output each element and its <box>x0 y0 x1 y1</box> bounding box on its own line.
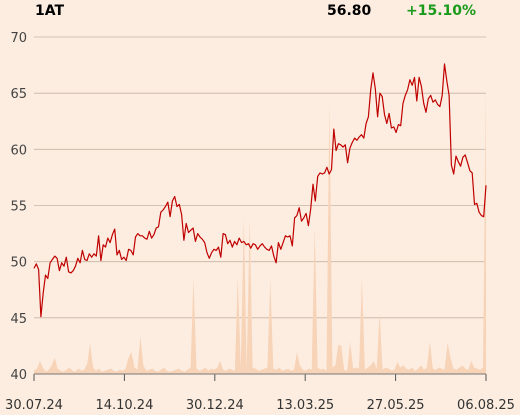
y-tick-label: 45 <box>10 312 27 327</box>
volume-area <box>34 88 486 374</box>
y-tick-label: 70 <box>10 31 27 46</box>
x-tick-label: 27.05.25 <box>367 398 425 413</box>
price-line <box>33 63 487 318</box>
price-line-group <box>33 63 487 318</box>
x-tick-label: 30.12.24 <box>186 398 244 413</box>
x-tick-label: 30.07.24 <box>5 398 63 413</box>
y-tick-label: 60 <box>10 143 27 158</box>
volume-fill <box>34 88 486 374</box>
y-tick-label: 65 <box>10 87 27 102</box>
x-tick-label: 13.03.25 <box>276 398 334 413</box>
ticker-symbol: 1AT <box>35 3 65 19</box>
x-axis: 30.07.24 14.10.24 30.12.24 13.03.25 27.05.25… <box>5 373 515 413</box>
x-tick-label: 14.10.24 <box>95 398 153 413</box>
x-tick-label: 06.08.25 <box>457 398 515 413</box>
y-tick-label: 55 <box>10 200 27 215</box>
y-tick-label: 50 <box>10 256 27 271</box>
price-change: +15.10% <box>406 3 477 19</box>
last-price: 56.80 <box>327 3 372 19</box>
y-tick-label: 40 <box>10 368 27 383</box>
y-axis: 70 65 60 55 50 45 40 <box>10 31 27 383</box>
